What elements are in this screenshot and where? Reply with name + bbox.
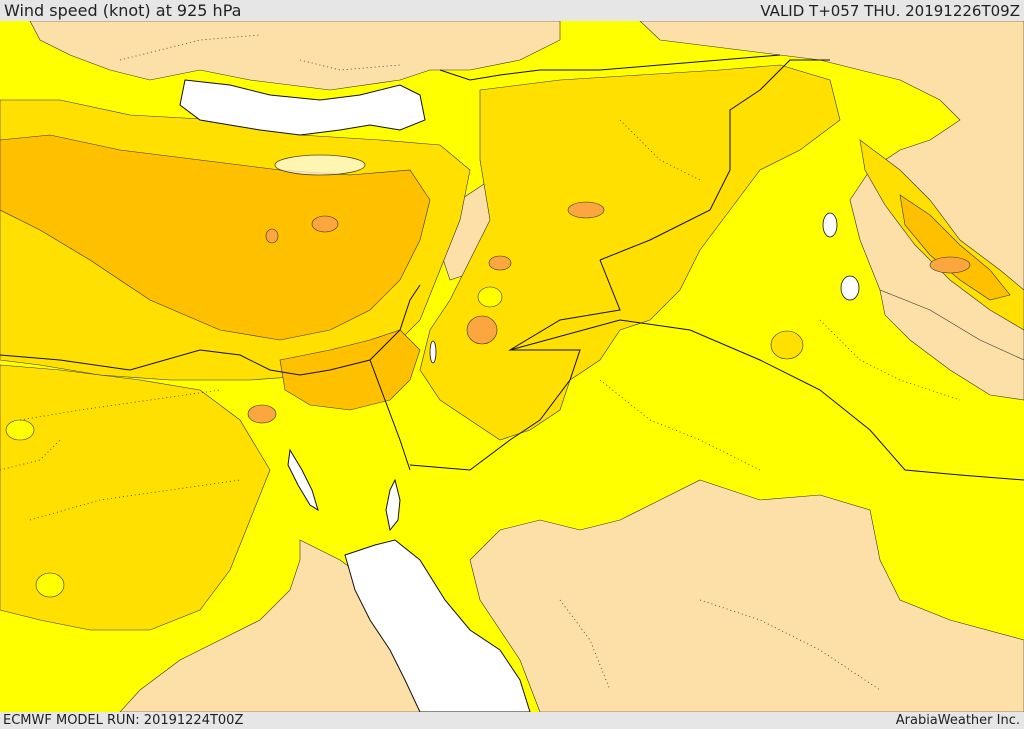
lake-east-2 — [840, 275, 860, 301]
internal-boundaries — [0, 34, 961, 691]
dark-orange-spot-4 — [466, 315, 498, 345]
golden-region-egypt — [0, 364, 271, 631]
yellow-patch-4 — [770, 330, 804, 360]
dark-orange-spot-6 — [567, 201, 605, 219]
dark-orange-spot-1 — [311, 215, 339, 233]
dark-orange-spot-5 — [488, 255, 512, 271]
cyprus-outline — [274, 154, 366, 176]
header-bar: Wind speed (knot) at 925 hPa VALID T+057… — [0, 0, 1024, 21]
yellow-patch-2 — [5, 419, 35, 441]
dark-orange-spot-3 — [247, 404, 277, 424]
credit-label: ArabiaWeather Inc. — [895, 713, 1020, 728]
map-title: Wind speed (knot) at 925 hPa — [4, 1, 242, 20]
wind-speed-map — [0, 21, 1024, 712]
map-canvas — [0, 21, 1024, 712]
yellow-patch-1 — [477, 286, 503, 308]
tan-region-gulf — [879, 289, 1024, 401]
sea-aegean-cyprus-gap — [179, 79, 426, 136]
orange-region-main — [0, 134, 431, 341]
orange-region-sinai — [279, 329, 421, 411]
model-run-label: ECMWF MODEL RUN: 20191224T00Z — [3, 713, 244, 728]
lake-east — [822, 212, 838, 238]
footer-bar: ECMWF MODEL RUN: 20191224T00Z ArabiaWeat… — [0, 712, 1024, 729]
dead-sea — [429, 340, 437, 364]
sea-red-sea — [344, 539, 531, 712]
valid-time: VALID T+057 THU. 20191226T09Z — [760, 2, 1020, 20]
sea-gulf-of-suez — [287, 448, 319, 512]
sea-gulf-of-aqaba — [385, 478, 401, 532]
orange-region-iraq — [899, 194, 1011, 301]
tan-region-southeast — [469, 479, 1024, 712]
dark-orange-spot-2 — [265, 228, 279, 244]
dark-orange-spot-7 — [929, 256, 971, 274]
yellow-patch-3 — [35, 572, 65, 598]
country-borders — [0, 54, 1024, 481]
tan-region-north — [29, 21, 561, 91]
